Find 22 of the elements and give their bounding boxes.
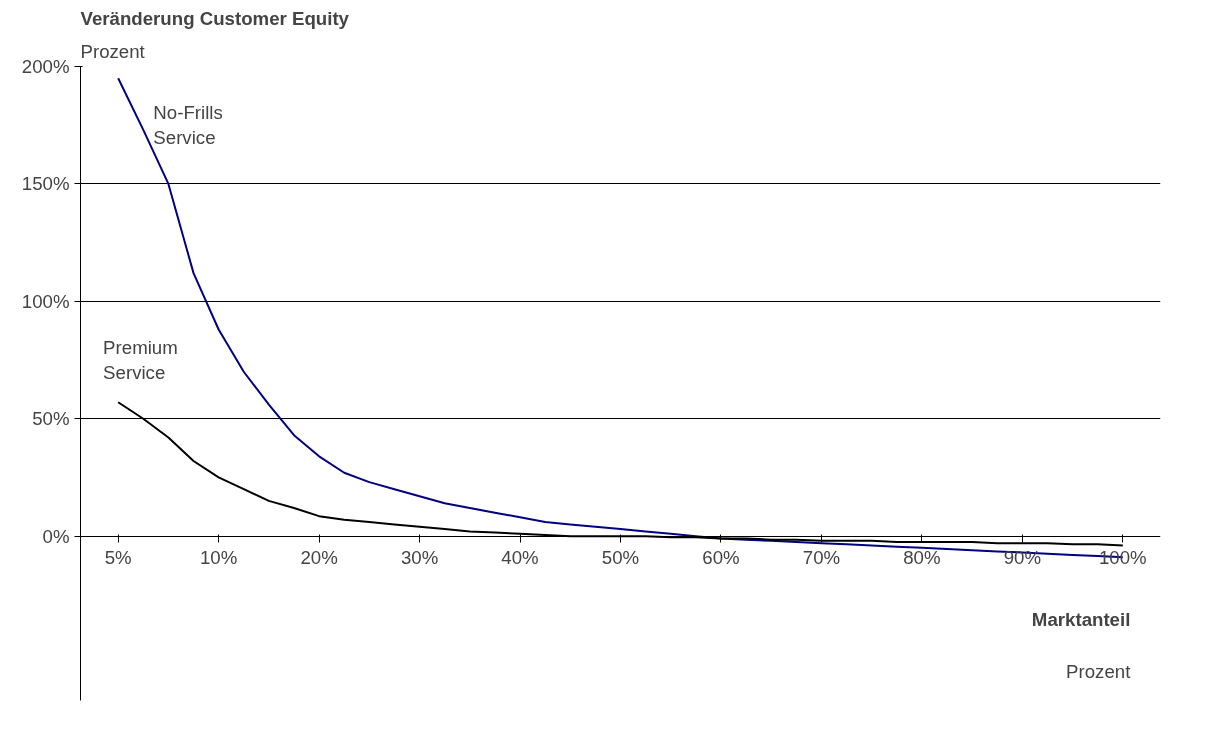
x-tick-label: 20% <box>300 547 338 569</box>
series-label: Premium Service <box>103 337 178 384</box>
y-tick-label: 150% <box>21 173 70 195</box>
x-tick-label: 40% <box>501 547 539 569</box>
x-tick-label: 5% <box>104 547 132 569</box>
x-axis-title: Marktanteil <box>1031 609 1131 631</box>
y-tick-label: 0% <box>42 525 70 547</box>
y-tick-label: 100% <box>21 290 70 312</box>
series-label: No-Frills Service <box>153 101 223 148</box>
x-tick-label: 100% <box>1098 547 1147 569</box>
x-tick-label: 60% <box>702 547 740 569</box>
y-tick-label: 200% <box>21 56 70 77</box>
x-tick-label: 90% <box>1003 547 1042 569</box>
chart-title: Veränderung Customer Equity <box>80 7 350 29</box>
x-tick-label: 70% <box>802 547 841 569</box>
x-tick-label: 30% <box>400 547 439 569</box>
x-tick-label: 50% <box>601 547 640 569</box>
y-tick-label: 50% <box>32 408 70 430</box>
x-tick-label: 10% <box>199 547 238 569</box>
chart-subtitle: Prozent <box>80 40 146 62</box>
x-tick-label: 80% <box>903 547 941 569</box>
annotation: Prozent <box>1066 660 1132 682</box>
